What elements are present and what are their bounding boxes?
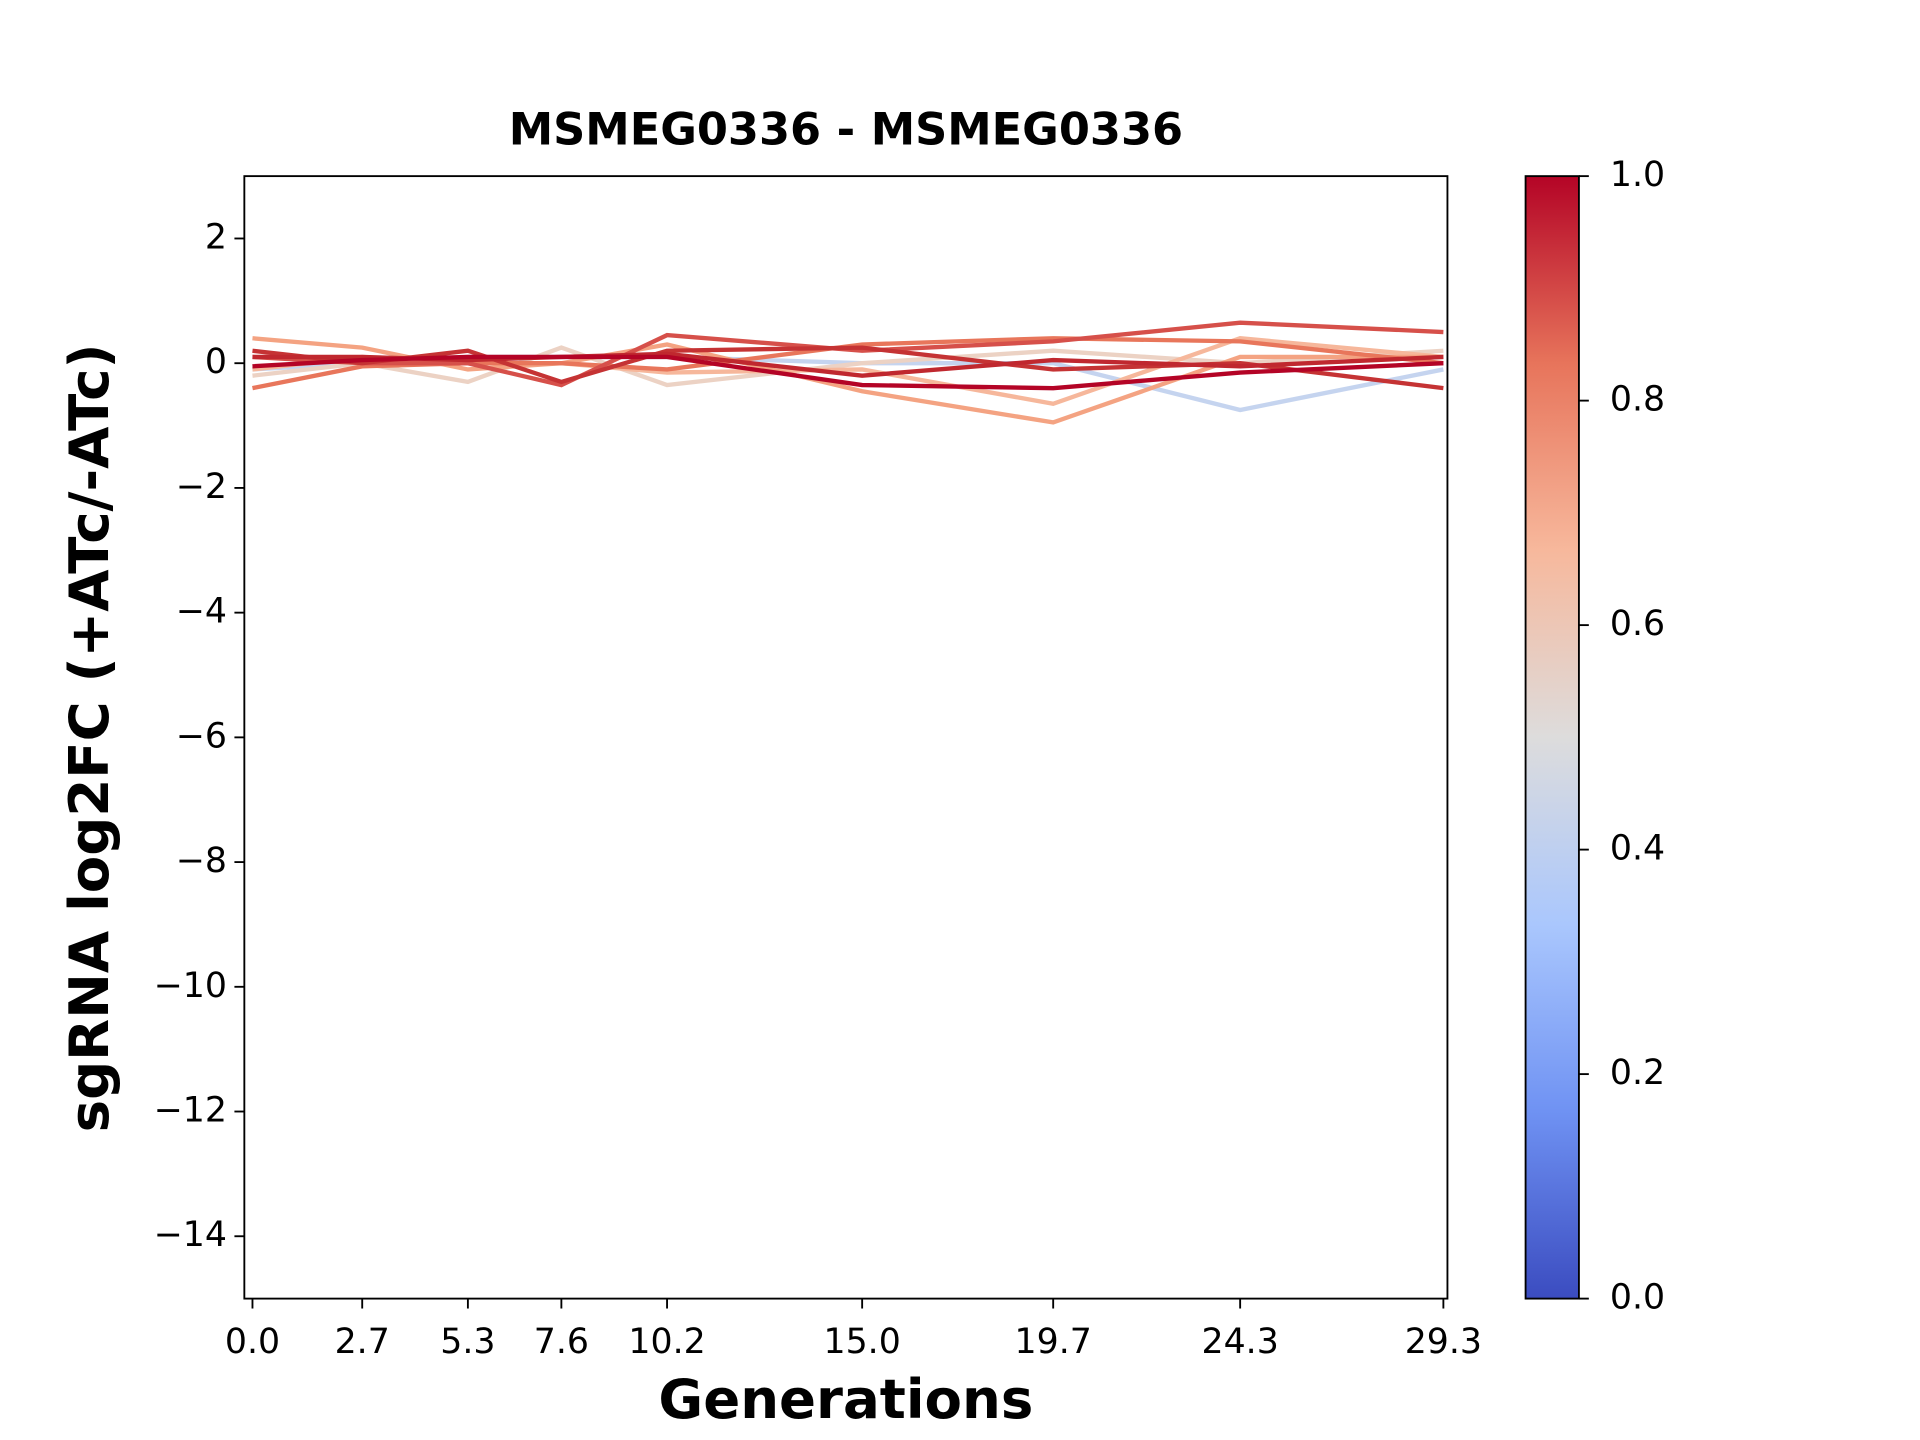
x-tick-label: 0.0 [225,1322,280,1362]
x-tick-label: 5.3 [440,1322,495,1362]
y-axis-label: sgRNA log2FC (+ATc/-ATc) [57,344,121,1133]
x-axis-label: Generations [658,1367,1033,1431]
colorbar-tick-label: 0.2 [1610,1053,1665,1093]
series-line [252,354,1444,391]
y-tick-label: −10 [154,966,227,1006]
x-tick-label: 7.6 [534,1322,589,1362]
x-tick-label: 2.7 [335,1322,390,1362]
x-tick-label: 15.0 [823,1322,900,1362]
colorbar-tick-label: 0.4 [1610,829,1665,869]
series-line [252,320,1444,388]
colorbar-tick-label: 1.0 [1610,155,1665,195]
y-tick-label: −14 [154,1215,227,1255]
y-tick-label: −6 [176,716,227,756]
y-tick-label: −8 [176,841,227,881]
x-tick-label: 19.7 [1015,1322,1092,1362]
y-tick-label: −4 [176,592,227,632]
y-tick-label: 0 [205,342,227,382]
chart-title: MSMEG0336 - MSMEG0336 [509,104,1183,156]
colorbar-tick-label: 0.0 [1610,1278,1665,1318]
y-tick-label: 2 [205,217,227,257]
colorbar [1524,175,1580,1300]
y-tick-label: −12 [154,1091,227,1131]
x-tick-label: 24.3 [1201,1322,1278,1362]
colorbar-tick-label: 0.8 [1610,380,1665,420]
x-tick-label: 10.2 [628,1322,705,1362]
y-tick-label: −2 [176,467,227,507]
x-tick-label: 29.3 [1405,1322,1482,1362]
colorbar-tick-label: 0.6 [1610,604,1665,644]
plot-frame [243,175,1449,1300]
